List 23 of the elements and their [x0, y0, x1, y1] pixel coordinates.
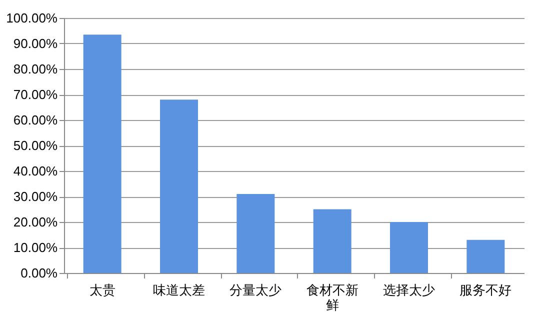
x-tick-label: 选择太少: [383, 284, 435, 298]
y-tick-label: 10.00%: [13, 240, 58, 255]
bar: [83, 34, 122, 273]
y-tick-label: 40.00%: [13, 164, 58, 178]
bar: [466, 240, 505, 273]
x-tick-label: 太贵: [89, 284, 116, 298]
y-tick-label: 80.00%: [13, 62, 58, 76]
bar: [390, 222, 428, 273]
y-tick-label: 50.00%: [13, 138, 58, 153]
bar: [313, 209, 352, 273]
y-tick-label: 100.00%: [6, 10, 58, 26]
x-tick-label: 食材不新鲜: [306, 284, 358, 314]
x-tick-label: 味道太差: [153, 284, 205, 298]
y-tick-label: 60.00%: [13, 112, 58, 128]
y-tick-label: 90.00%: [13, 36, 58, 51]
y-tick-label: 20.00%: [13, 214, 58, 230]
x-tick-label: 服务不好: [460, 284, 512, 298]
bar: [236, 194, 275, 273]
x-tick-label: 分量太少: [230, 284, 282, 298]
y-tick-label: 30.00%: [13, 189, 58, 204]
bar: [160, 100, 198, 273]
y-tick-label: 0.00%: [20, 266, 58, 280]
y-tick-label: 70.00%: [13, 87, 58, 102]
